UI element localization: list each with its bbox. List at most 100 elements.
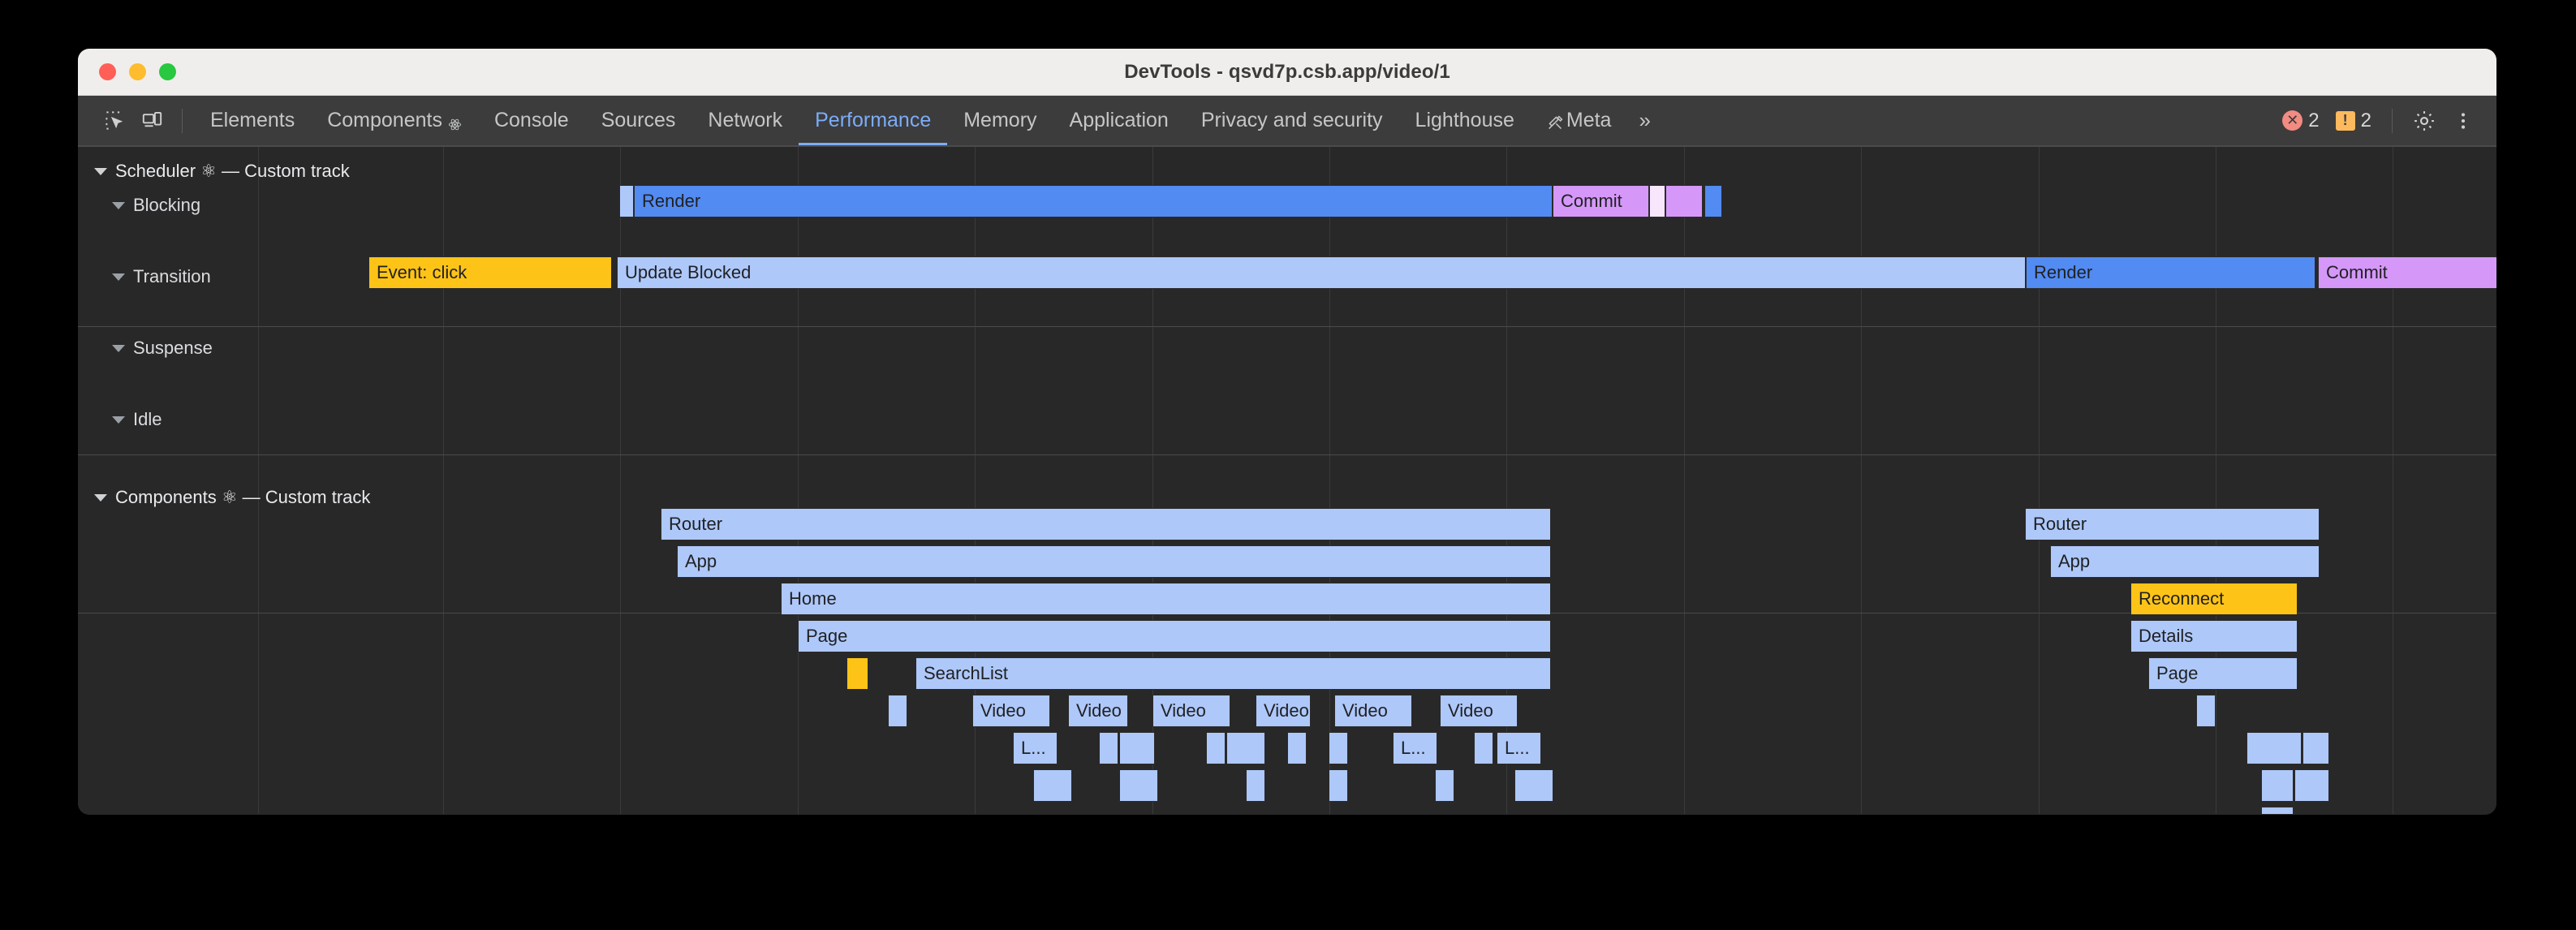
flame-bar-components-r4-1[interactable]: SearchList (915, 657, 1551, 690)
flame-bar-components-r7-0[interactable] (1033, 769, 1072, 802)
flame-bar-components-r6-4[interactable] (1226, 732, 1265, 764)
flame-bar-components-r6-11[interactable] (2302, 732, 2329, 764)
flame-bar-components-r7-7[interactable] (2294, 769, 2329, 802)
track-separator-0 (78, 146, 2496, 147)
flame-bar-components-r5-2[interactable]: Video (1068, 695, 1128, 727)
flame-bar-components-r1-1[interactable]: App (2050, 545, 2320, 578)
flame-bar-components-r6-3[interactable] (1206, 732, 1226, 764)
flame-bar-components-r3-0[interactable]: Page (798, 620, 1551, 652)
flame-bar-components-r2-1[interactable]: Reconnect (2130, 583, 2298, 615)
track-label-scheduler[interactable]: Scheduler ⚛ — Custom track (94, 161, 350, 182)
chevron-down-icon[interactable] (112, 273, 125, 281)
flame-bar-transition-0[interactable]: Event: click (368, 256, 612, 289)
flame-bar-label: Router (2033, 514, 2087, 534)
tab-elements[interactable]: Elements (194, 96, 311, 145)
flame-bar-components-r5-0[interactable] (888, 695, 907, 727)
tab-lighthouse[interactable]: Lighthouse (1399, 96, 1531, 145)
warning-count: 2 (2360, 109, 2371, 131)
flame-bar-blocking-1[interactable]: Render (634, 185, 1553, 217)
flame-bar-components-r7-1[interactable] (1119, 769, 1158, 802)
chevron-down-icon[interactable] (112, 201, 125, 209)
tab-components[interactable]: Components (311, 96, 478, 145)
performance-timeline-panel[interactable]: Scheduler ⚛ — Custom track Blocking Transi… (78, 146, 2496, 814)
flame-bar-label: Page (2156, 663, 2199, 683)
flame-bar-transition-1[interactable]: Update Blocked (617, 256, 2026, 289)
flame-bar-components-r4-0[interactable] (846, 657, 868, 690)
track-label-components[interactable]: Components ⚛ — Custom track (94, 487, 370, 508)
flame-bar-components-r5-7[interactable] (2196, 695, 2216, 727)
flame-bar-components-r6-8[interactable] (1474, 732, 1493, 764)
chevron-down-icon[interactable] (94, 167, 107, 175)
minimize-window-button[interactable] (129, 63, 146, 80)
flame-bar-components-r5-5[interactable]: Video (1334, 695, 1412, 727)
inspect-element-icon[interactable] (96, 103, 133, 139)
track-label-transition[interactable]: Transition (112, 266, 211, 287)
traffic-lights (99, 63, 176, 80)
flame-bar-blocking-4[interactable] (1665, 185, 1703, 217)
tab-console[interactable]: Console (478, 96, 585, 145)
flame-bar-components-r6-0[interactable]: L... (1013, 732, 1058, 764)
flame-bar-label: Router (669, 514, 723, 534)
flame-bar-components-r7-3[interactable] (1329, 769, 1348, 802)
flame-bar-blocking-3[interactable] (1649, 185, 1665, 217)
flame-bar-blocking-0[interactable] (619, 185, 634, 217)
flame-bar-components-r7-4[interactable] (1435, 769, 1454, 802)
tab-performance[interactable]: Performance (799, 96, 947, 145)
flame-bar-components-r7-6[interactable] (2261, 769, 2294, 802)
tab-label: Privacy and security (1200, 109, 1383, 131)
flame-bar-components-r3-1[interactable]: Details (2130, 620, 2298, 652)
flame-bar-components-r6-5[interactable] (1287, 732, 1307, 764)
window-titlebar: DevTools - qsvd7p.csb.app/video/1 (78, 49, 2496, 96)
flame-bar-components-r6-1[interactable] (1099, 732, 1118, 764)
flame-bar-label: L... (1505, 738, 1530, 758)
flame-bar-components-r5-3[interactable]: Video (1152, 695, 1230, 727)
flame-bar-components-r1-0[interactable]: App (677, 545, 1551, 578)
flame-bar-label: L... (1401, 738, 1426, 758)
toolbar-right-controls: ✕ 2 ! 2 (2275, 96, 2482, 145)
flame-bar-blocking-2[interactable]: Commit (1553, 185, 1649, 217)
flame-bar-components-r2-0[interactable]: Home (781, 583, 1551, 615)
flame-bar-label: Video (1342, 700, 1388, 721)
flame-bar-components-r6-6[interactable] (1329, 732, 1348, 764)
flame-bar-components-r7-2[interactable] (1246, 769, 1265, 802)
close-window-button[interactable] (99, 63, 116, 80)
flame-bar-components-r7-5[interactable] (1514, 769, 1553, 802)
tab-meta[interactable]: Meta (1531, 96, 1628, 145)
kebab-menu-icon[interactable] (2445, 103, 2482, 139)
flame-bar-components-r5-6[interactable]: Video (1440, 695, 1518, 727)
flame-bar-components-r6-10[interactable] (2246, 732, 2302, 764)
flame-bar-components-r8-0[interactable] (2261, 807, 2294, 814)
flame-bar-transition-2[interactable]: Render (2026, 256, 2315, 289)
tab-memory[interactable]: Memory (947, 96, 1053, 145)
track-label-blocking[interactable]: Blocking (112, 195, 200, 216)
tab-network[interactable]: Network (691, 96, 799, 145)
tab-privacy-and-security[interactable]: Privacy and security (1185, 96, 1399, 145)
track-label-idle[interactable]: Idle (112, 409, 162, 430)
tab-label: Console (493, 109, 569, 131)
track-label-text: Transition (133, 266, 211, 286)
tab-sources[interactable]: Sources (585, 96, 692, 145)
flame-bar-blocking-5[interactable] (1704, 185, 1722, 217)
chevron-down-icon[interactable] (94, 493, 107, 502)
flame-bar-components-r6-2[interactable] (1119, 732, 1155, 764)
flame-bar-components-r5-4[interactable]: Video (1256, 695, 1311, 727)
chevron-down-icon[interactable] (112, 415, 125, 424)
track-label-suspense[interactable]: Suspense (112, 338, 213, 359)
flame-bar-components-r5-1[interactable]: Video (972, 695, 1050, 727)
flame-bar-components-r6-7[interactable]: L... (1393, 732, 1437, 764)
flame-bar-components-r4-2[interactable]: Page (2148, 657, 2298, 690)
zoom-window-button[interactable] (159, 63, 176, 80)
flame-bar-label: Render (642, 191, 701, 211)
error-badge[interactable]: ✕ 2 (2275, 110, 2326, 132)
error-count: 2 (2308, 109, 2320, 131)
tab-application[interactable]: Application (1053, 96, 1185, 145)
flame-bar-transition-3[interactable]: Commit (2318, 256, 2496, 289)
chevron-down-icon[interactable] (112, 344, 125, 352)
flame-bar-components-r0-1[interactable]: Router (2025, 508, 2320, 540)
flame-bar-components-r0-0[interactable]: Router (661, 508, 1551, 540)
device-toolbar-icon[interactable] (133, 103, 170, 139)
gear-icon[interactable] (2406, 103, 2443, 139)
flame-bar-components-r6-9[interactable]: L... (1497, 732, 1541, 764)
more-tabs-chevron-icon[interactable]: » (1639, 108, 1651, 132)
warning-badge[interactable]: ! 2 (2328, 110, 2379, 132)
